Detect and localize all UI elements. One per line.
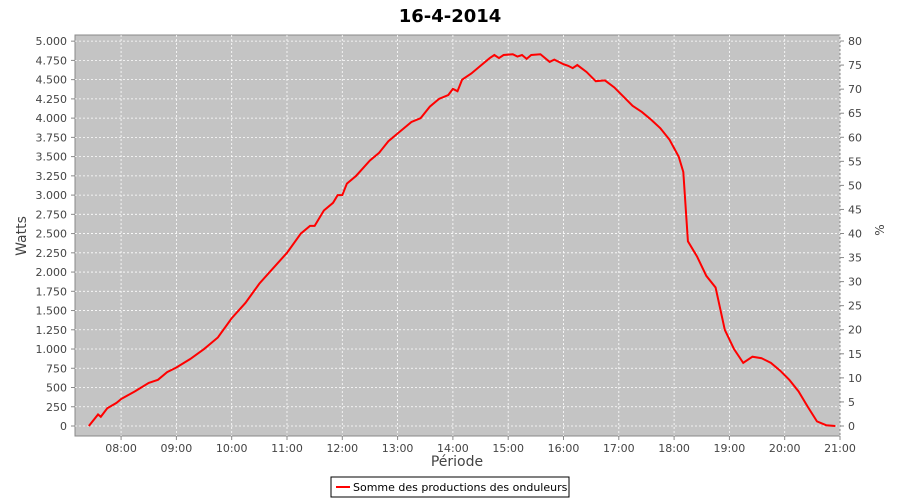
x-tick-label: 18:00 [658, 442, 690, 455]
y-tick-label: 2.000 [36, 266, 68, 279]
y2-tick-label: 45 [848, 203, 862, 216]
y2-tick-label: 80 [848, 35, 862, 48]
y2-tick-label: 75 [848, 59, 862, 72]
y-tick-label: 2.750 [36, 208, 68, 221]
x-tick-label: 09:00 [161, 442, 193, 455]
y2-tick-label: 65 [848, 107, 862, 120]
y-tick-label: 2.500 [36, 228, 68, 241]
x-tick-label: 16:00 [548, 442, 580, 455]
y-tick-label: 3.750 [36, 131, 68, 144]
line [88, 53, 836, 427]
chart-title: 16-4-2014 [399, 6, 502, 27]
y2-tick-label: 0 [848, 420, 855, 433]
x-tick-label: 10:00 [216, 442, 248, 455]
x-tick-label: 13:00 [382, 442, 414, 455]
x-tick-label: 11:00 [271, 442, 303, 455]
y-axis-label: Watts [14, 216, 30, 256]
y-tick-label: 3.500 [36, 151, 68, 164]
y-tick-label: 750 [46, 362, 67, 375]
y2-tick-label: 5 [848, 396, 855, 409]
y2-tick-label: 35 [848, 252, 862, 265]
x-tick-label: 15:00 [492, 442, 524, 455]
y-tick-label: 250 [46, 401, 67, 414]
y-tick-label: 4.000 [36, 112, 68, 125]
legend-label: Somme des productions des onduleurs [353, 481, 568, 494]
legend-box [330, 476, 570, 498]
y2-tick-label: 55 [848, 155, 862, 168]
y-tick-label: 3.250 [36, 170, 68, 183]
y2-tick-label: 50 [848, 179, 862, 192]
y-tick-label: 5.000 [36, 35, 68, 48]
x-tick-label: 08:00 [105, 442, 137, 455]
y2-tick-label: 15 [848, 348, 862, 361]
y2-tick-label: 60 [848, 131, 862, 144]
x-tick-label: 21:00 [824, 442, 856, 455]
x-tick-label: 14:00 [437, 442, 469, 455]
x-tick-label: 12:00 [326, 442, 358, 455]
y2-tick-label: 25 [848, 300, 862, 313]
y-tick-label: 500 [46, 382, 67, 395]
y2-tick-label: 20 [848, 324, 862, 337]
plot-area [74, 34, 841, 437]
y-tick-label: 0 [60, 420, 67, 433]
x-axis-label: Période [431, 454, 483, 470]
y2-tick-label: 30 [848, 276, 862, 289]
y2-tick-label: 70 [848, 83, 862, 96]
x-tick-label: 17:00 [603, 442, 635, 455]
y-tick-label: 2.250 [36, 247, 68, 260]
y-tick-label: 3.000 [36, 189, 68, 202]
y-tick-label: 1.500 [36, 305, 68, 318]
y2-axis-label: % [873, 224, 887, 235]
y2-tick-label: 10 [848, 372, 862, 385]
x-tick-label: 20:00 [769, 442, 801, 455]
y2-tick-label: 40 [848, 228, 862, 241]
y-tick-label: 4.500 [36, 74, 68, 87]
y-tick-label: 4.750 [36, 54, 68, 67]
y-tick-label: 1.250 [36, 324, 68, 337]
x-tick-label: 19:00 [714, 442, 746, 455]
y-tick-label: 1.750 [36, 285, 68, 298]
y-tick-label: 4.250 [36, 93, 68, 106]
y-tick-label: 1.000 [36, 343, 68, 356]
